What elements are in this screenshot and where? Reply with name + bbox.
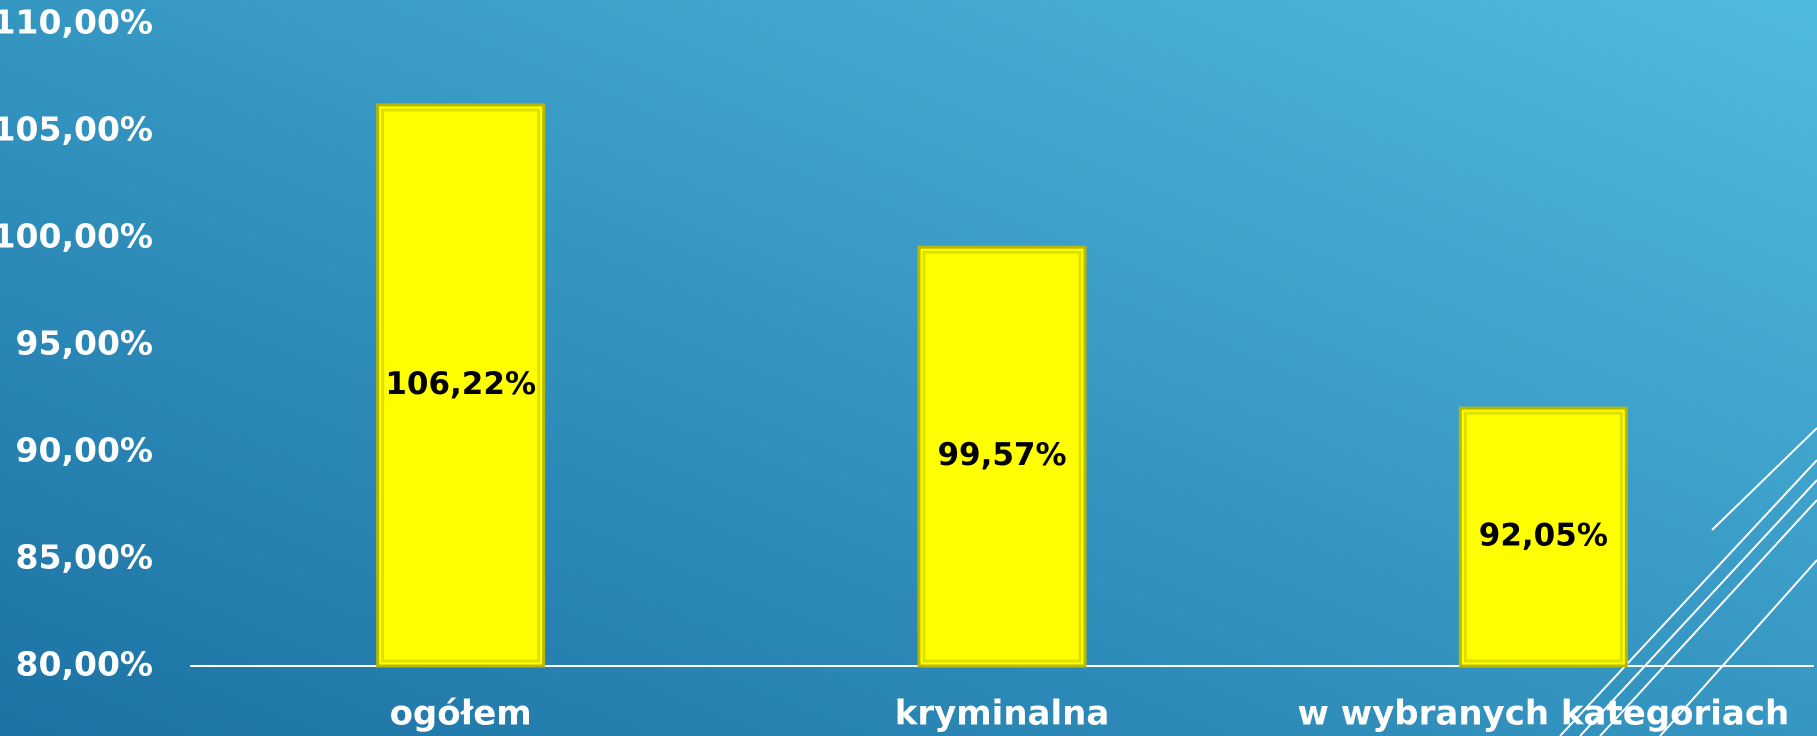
data-label: 92,05%: [1479, 518, 1608, 554]
x-tick-label: ogółem: [390, 694, 532, 734]
bar: [917, 245, 1087, 668]
bar-bevel: [381, 108, 541, 663]
x-tick-label: w wybranych kategoriach: [1297, 694, 1789, 734]
bar-bevel: [922, 250, 1082, 663]
y-tick-label: 85,00%: [16, 538, 153, 577]
bar-bevel: [1463, 411, 1623, 663]
y-tick-label: 80,00%: [16, 645, 153, 684]
y-tick-label: 95,00%: [16, 324, 153, 363]
decoration: [1559, 427, 1817, 736]
data-label: 99,57%: [937, 437, 1066, 473]
bar: [1458, 406, 1628, 668]
y-tick-label: 100,00%: [0, 217, 153, 256]
data-label: 106,22%: [385, 366, 536, 402]
y-tick-label: 90,00%: [16, 431, 153, 470]
x-tick-label: kryminalna: [895, 694, 1110, 734]
y-tick-label: 105,00%: [0, 110, 153, 149]
bar: [376, 103, 546, 668]
y-tick-label: 110,00%: [0, 3, 153, 42]
